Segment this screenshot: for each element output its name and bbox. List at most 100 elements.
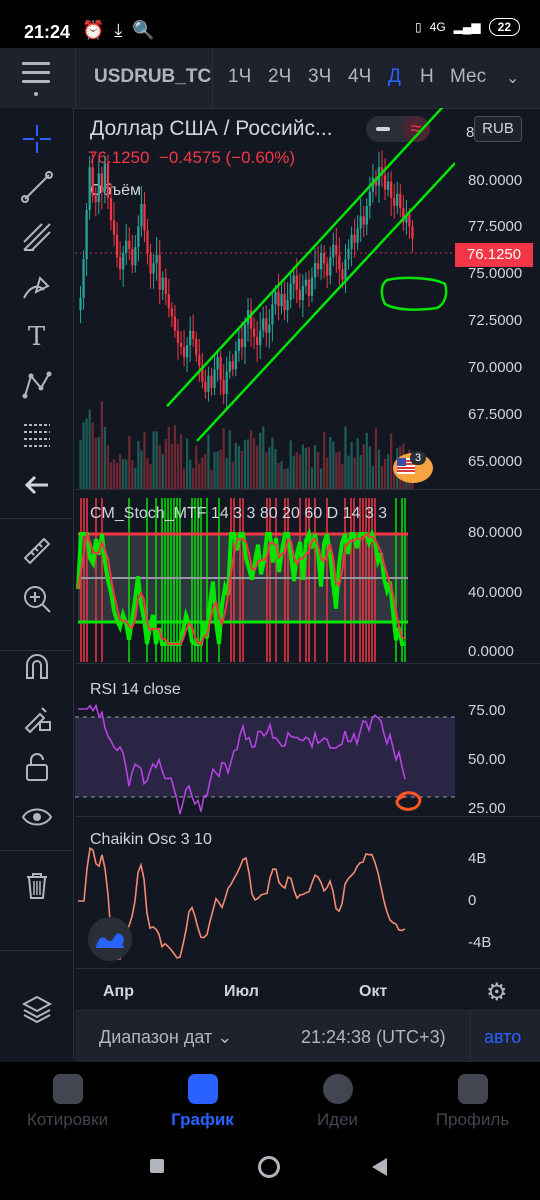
eye-icon[interactable] (0, 794, 73, 840)
ruler-icon[interactable] (0, 528, 73, 574)
candle-body (106, 163, 110, 198)
volume-bar (134, 467, 137, 490)
fib-retracement-icon[interactable] (0, 412, 73, 458)
back-icon[interactable] (372, 1158, 387, 1176)
crosshair-icon[interactable] (0, 116, 73, 162)
currency-button[interactable]: RUB (474, 116, 522, 142)
series-toggle[interactable]: ≈ (366, 116, 430, 142)
volume-bar (347, 455, 350, 490)
time-axis-oct: Окт (359, 983, 388, 1000)
tools-divider (0, 950, 73, 951)
channel-upper-line[interactable] (166, 108, 455, 408)
candle-body (313, 263, 317, 278)
status-time: 21:24 (24, 22, 71, 42)
candle-body (405, 214, 408, 223)
candle-body (283, 293, 286, 311)
home-icon[interactable] (258, 1156, 280, 1178)
lock-drawing-icon[interactable] (0, 694, 73, 740)
magnet-icon[interactable] (0, 644, 73, 690)
candle-body (356, 228, 359, 243)
hide-icon (376, 127, 390, 131)
symbol-search-button[interactable]: USDRUB_TC (94, 66, 212, 87)
stoch-axis-80: 80.0000 (468, 524, 523, 541)
tradingview-logo[interactable] (88, 917, 132, 961)
drawing-tools-panel: T (0, 108, 74, 1060)
zoom-in-icon[interactable] (0, 576, 73, 622)
price-change: −0.4575 (−0.60%) (158, 148, 296, 167)
unlock-icon[interactable] (0, 744, 73, 790)
timeframe-2h[interactable]: 2Ч (268, 66, 292, 87)
rsi-chart[interactable] (75, 664, 455, 816)
candle-body (295, 275, 298, 290)
brush-icon[interactable] (0, 264, 73, 310)
layers-icon[interactable] (0, 986, 73, 1032)
volume-bar (292, 456, 295, 490)
volume-bar (301, 444, 304, 490)
channel-lower-line[interactable] (196, 162, 455, 442)
timeframe-week[interactable]: Н (420, 66, 434, 87)
candle-body (237, 338, 241, 352)
candle-body (289, 283, 292, 301)
clock-timezone[interactable]: 21:24:38 (UTC+3) (301, 1027, 446, 1047)
chart-toolbar: USDRUB_TC 1Ч 2Ч 3Ч 4Ч Д Н Мес ⌄ (0, 48, 540, 109)
pattern-icon[interactable] (0, 362, 73, 408)
timeframe-month[interactable]: Мес (450, 66, 487, 87)
volume-bar (189, 459, 192, 490)
volume-bar (365, 432, 368, 490)
volume-bar (143, 432, 146, 490)
volume-bar (219, 449, 222, 490)
timeframe-4h[interactable]: 4Ч (348, 66, 372, 87)
candle-body (231, 361, 234, 370)
candle-body (341, 269, 344, 280)
chaikin-chart[interactable] (75, 817, 455, 967)
settings-gear-icon[interactable]: ⚙ (486, 979, 508, 1006)
recents-icon[interactable] (150, 1159, 164, 1173)
candle-body (256, 336, 259, 345)
date-range-button[interactable]: Диапазон дат ⌄ (99, 1027, 232, 1048)
chevron-down-icon[interactable]: ⌄ (506, 70, 520, 87)
candle-body (115, 234, 119, 258)
price-axis-label: 65.0000 (468, 453, 523, 470)
volume-bar (231, 461, 234, 490)
timeframe-1h[interactable]: 1Ч (228, 66, 252, 87)
candle-body (125, 240, 128, 254)
candle-body (304, 279, 308, 286)
pitchfork-icon[interactable] (0, 214, 73, 260)
volume-bar (329, 437, 332, 490)
back-arrow-icon[interactable] (0, 462, 73, 508)
tab-ideas[interactable]: Идеи (270, 1062, 405, 1134)
volume-bar (185, 438, 189, 490)
volume-bar (380, 466, 384, 490)
candle-body (189, 330, 192, 345)
volume-bar (335, 452, 338, 490)
auto-scale-button[interactable]: авто (484, 1027, 522, 1047)
candle-body (271, 304, 274, 325)
volume-bar (344, 426, 347, 490)
trash-icon[interactable] (0, 862, 73, 908)
stoch-chart[interactable] (75, 490, 455, 662)
last-price: 76.1250 (88, 148, 150, 167)
trend-line-icon[interactable] (0, 164, 73, 210)
text-tool-icon[interactable]: T (27, 322, 46, 352)
volume-bar (240, 451, 244, 490)
candle-body (185, 344, 189, 358)
toolbar-divider (75, 48, 76, 108)
tab-quotes[interactable]: Котировки (0, 1062, 135, 1134)
volume-bar (341, 463, 344, 490)
candle-body (85, 210, 88, 260)
status-right: ▯ 4G ▂▄▆ 22 (415, 18, 520, 36)
tab-chart[interactable]: График (135, 1062, 270, 1134)
timeframe-3h[interactable]: 3Ч (308, 66, 332, 87)
smile-icon (457, 1074, 488, 1104)
candle-body (368, 191, 371, 207)
volume-bar (97, 437, 100, 490)
menu-icon[interactable] (22, 62, 50, 89)
tab-profile[interactable]: Профиль (405, 1062, 540, 1134)
chaikin-axis-4b: 4B (468, 850, 487, 867)
price-axis-label: 72.5000 (468, 312, 523, 329)
timeframe-day[interactable]: Д (388, 66, 401, 87)
rsi-axis-75: 75.00 (468, 702, 506, 719)
price-chart[interactable] (75, 108, 455, 490)
candle-body (319, 253, 323, 270)
candle-body (350, 234, 353, 249)
